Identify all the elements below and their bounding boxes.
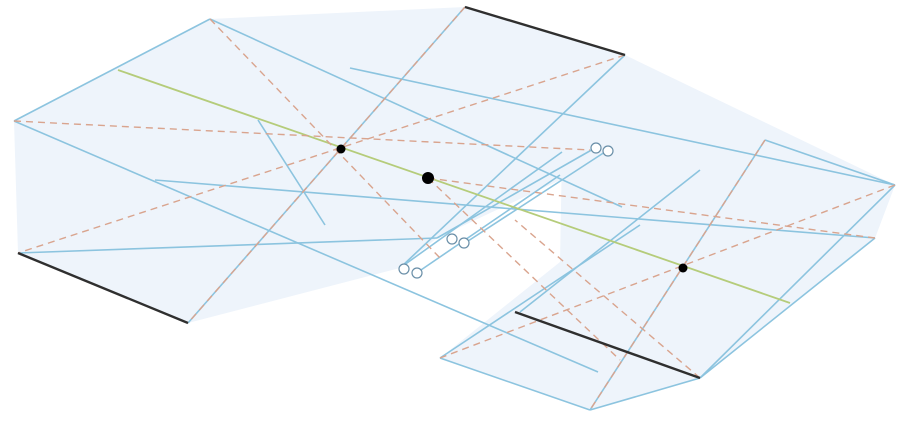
edge: [439, 224, 641, 359]
hollow-circle-icon: [411, 267, 423, 279]
axis-line: [117, 69, 791, 304]
edge: [13, 120, 599, 373]
diagonal: [427, 177, 621, 361]
diagonal: [439, 184, 896, 359]
diagonal: [187, 6, 466, 324]
bold-edges: [17, 5, 701, 380]
edge: [154, 179, 876, 239]
diagonal: [13, 120, 591, 151]
dashed-diagonals: [13, 6, 896, 411]
edge: [17, 237, 438, 254]
edge: [464, 149, 609, 244]
hollow-circle-icon: [458, 237, 470, 249]
hollow-circle-icon: [602, 145, 614, 157]
diagonal: [427, 177, 876, 239]
edge: [399, 151, 563, 269]
panel-left-lower: [18, 172, 437, 323]
hollow-circle-icon: [446, 233, 458, 245]
panel-right: [440, 140, 895, 410]
open-points: [398, 142, 614, 279]
hollow-circle-icon: [398, 263, 410, 275]
edge: [439, 357, 591, 411]
filled-points: [336, 144, 688, 273]
diagonal: [589, 139, 766, 411]
hollow-circle-icon: [590, 142, 602, 154]
bold-edge-bottom: [514, 310, 701, 380]
edge: [417, 174, 561, 273]
panels: [14, 7, 895, 410]
edge: [699, 237, 876, 379]
diagonal: [514, 219, 701, 379]
filled-dot-icon: [336, 144, 346, 154]
edge: [257, 119, 326, 226]
bold-edge-left: [17, 251, 189, 325]
edge: [399, 54, 626, 269]
bold-edge-top: [464, 5, 626, 57]
filled-dot-icon: [422, 172, 434, 184]
diagonal: [17, 54, 626, 254]
edge: [209, 18, 623, 208]
edge: [589, 377, 701, 411]
edge: [764, 139, 896, 186]
diagonal: [209, 18, 441, 259]
edge: [349, 67, 896, 186]
edge: [699, 184, 896, 379]
edge: [13, 18, 211, 122]
filled-dot-icon: [678, 263, 688, 273]
